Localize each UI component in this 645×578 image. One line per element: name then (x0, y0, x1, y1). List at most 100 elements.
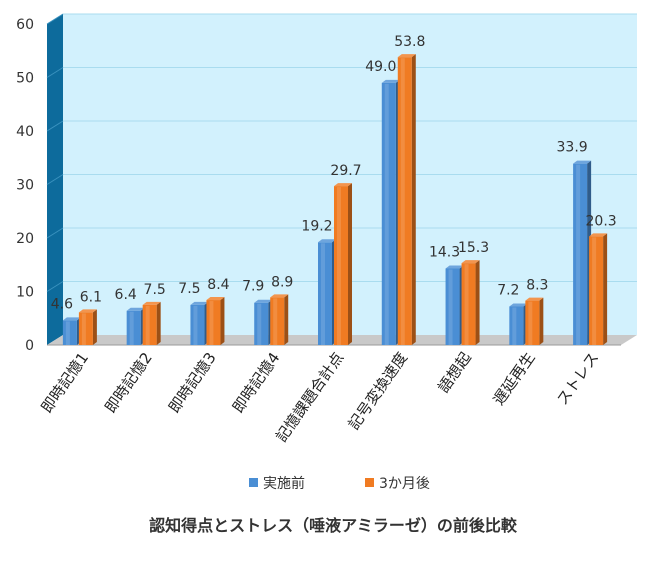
data-label: 20.3 (586, 213, 617, 229)
x-category-label: 即時記憶4 (229, 349, 284, 416)
y-tick-label: 10 (16, 285, 34, 301)
data-label: 4.6 (51, 296, 73, 312)
bar-side (603, 233, 608, 345)
data-label: 8.9 (271, 274, 293, 290)
bar-top (190, 301, 209, 305)
data-label: 6.4 (115, 287, 137, 303)
bar (334, 183, 352, 345)
y-tick-label: 50 (16, 71, 34, 87)
data-label: 7.9 (242, 279, 264, 295)
data-label: 7.2 (497, 282, 519, 298)
bar-top (62, 317, 81, 321)
bar-top (78, 309, 97, 313)
bar-highlight (65, 321, 70, 345)
x-category-label: 即時記憶1 (38, 349, 93, 416)
side-gridline (46, 13, 64, 25)
bar (525, 297, 544, 345)
side-gridline (46, 174, 64, 185)
x-category-label: 記憶課題合計点 (272, 349, 347, 445)
bar-highlight (512, 307, 517, 345)
legend-label: 3か月後 (379, 476, 430, 492)
bar-highlight (193, 305, 198, 345)
bar-top (525, 297, 544, 301)
data-label: 53.8 (394, 34, 425, 50)
bar (62, 317, 81, 345)
y-tick-label: 0 (25, 338, 34, 354)
bar-top (270, 294, 289, 298)
bar (126, 307, 145, 345)
bar-highlight (400, 58, 405, 346)
y-tick-label: 20 (16, 231, 34, 247)
bar-highlight (273, 298, 278, 345)
y-tick-label: 60 (16, 17, 34, 33)
x-category-label: 遅延再生 (489, 349, 538, 408)
y-tick-label: 40 (16, 124, 34, 140)
bar-highlight (321, 243, 325, 345)
side-gridline (46, 67, 64, 78)
data-label: 8.4 (207, 277, 229, 293)
bar-highlight (337, 187, 341, 345)
bar-top (142, 301, 161, 305)
data-label: 29.7 (330, 163, 361, 179)
data-label: 15.3 (458, 240, 489, 256)
bar (509, 303, 528, 345)
bar-highlight (576, 164, 581, 345)
bar (461, 260, 480, 345)
y-axis-ticks: 0 10 20 30 40 50 60 (16, 17, 34, 354)
bar (270, 294, 289, 345)
bar-top (445, 265, 464, 269)
bar (445, 265, 464, 345)
bar-side (156, 301, 161, 345)
x-category-label: 即時記憶2 (101, 349, 156, 416)
bar (206, 297, 225, 345)
bar-top (397, 54, 416, 58)
bar-side (539, 297, 544, 345)
x-category-label: ストレス (553, 349, 602, 408)
data-label: 7.5 (144, 282, 166, 298)
bar-top (126, 307, 145, 311)
bar-highlight (448, 269, 453, 345)
bar-highlight (528, 301, 533, 345)
bar-side (411, 54, 416, 346)
bar-top (509, 303, 528, 307)
bar-highlight (384, 83, 389, 345)
x-category-label: 記号変換速度 (345, 349, 411, 433)
bar (190, 301, 209, 345)
data-label: 33.9 (557, 140, 588, 156)
bar-highlight (257, 303, 262, 345)
side-gridline (46, 120, 64, 132)
side-gridline (46, 281, 64, 292)
bar-highlight (209, 301, 214, 345)
legend-swatch (249, 478, 258, 487)
data-label: 7.5 (178, 281, 200, 297)
chart-bars (62, 54, 608, 346)
bar-top (318, 239, 336, 243)
bar-highlight (464, 264, 469, 345)
data-label: 14.3 (429, 244, 460, 260)
bar-highlight (592, 237, 597, 345)
bar-side (92, 309, 97, 345)
bar-highlight (145, 305, 150, 345)
bar-top (589, 233, 608, 237)
legend-swatch (365, 478, 374, 487)
bar (381, 79, 400, 345)
data-label: 6.1 (80, 289, 102, 305)
bar (573, 160, 592, 345)
bar-top (573, 160, 592, 164)
bar-top (381, 79, 400, 83)
bar-side (220, 297, 225, 345)
data-labels: 4.6 6.1 6.4 7.5 7.5 8.4 7.9 8.9 19.2 29.7 49.0 53.8… (51, 34, 617, 312)
bar-side (348, 183, 352, 345)
bar-top (206, 297, 225, 301)
bar-side (284, 294, 289, 345)
x-category-label: 語想起 (434, 349, 475, 396)
x-category-label: 即時記憶3 (165, 349, 220, 416)
data-label: 19.2 (301, 218, 332, 234)
legend-label: 実施前 (263, 475, 305, 492)
y-tick-label: 30 (16, 178, 34, 194)
bar-highlight (81, 313, 86, 345)
bar (142, 301, 161, 345)
